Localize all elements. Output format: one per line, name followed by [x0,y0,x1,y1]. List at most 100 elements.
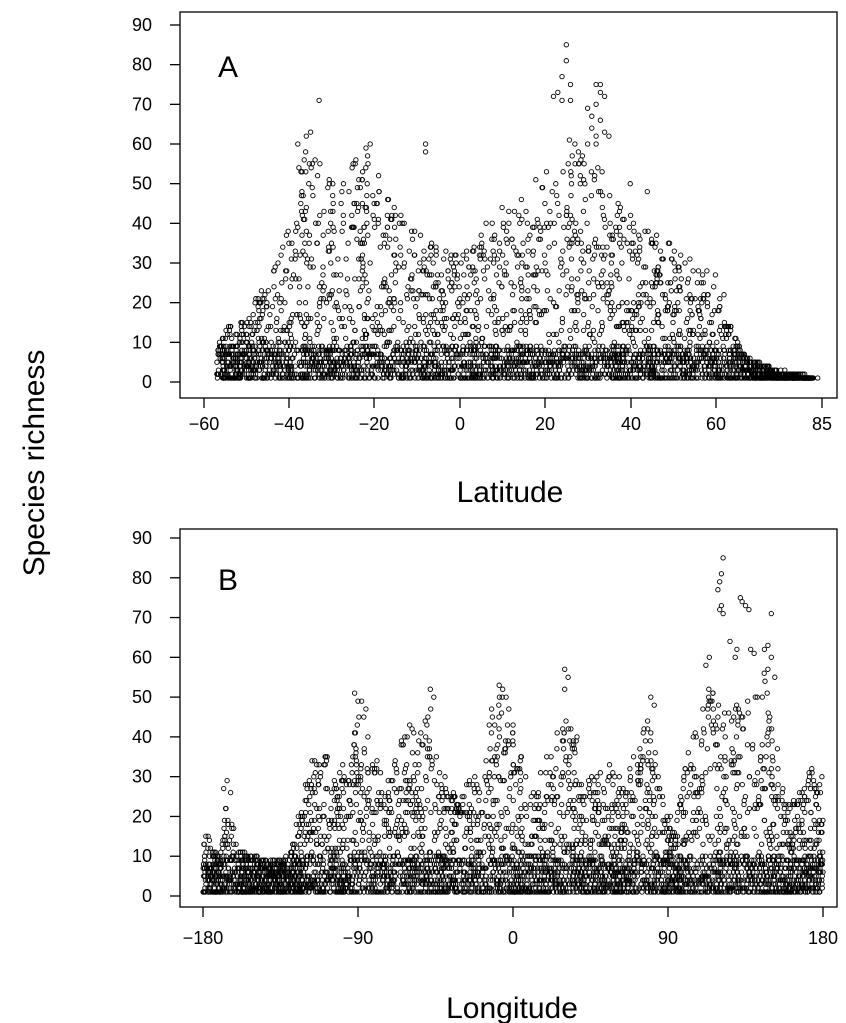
scatter-point [648,327,655,334]
scatter-point [461,272,467,278]
scatter-point [306,181,312,187]
scatter-point [659,256,665,262]
scatter-point [400,319,406,326]
scatter-point [573,220,579,226]
scatter-point [559,97,565,104]
scatter-point [471,280,477,286]
scatter-point [687,327,694,334]
scatter-point [616,774,622,780]
scatter-point [564,236,570,242]
scatter-point [289,240,295,246]
scatter-point [644,188,650,195]
scatter-point [578,268,584,274]
scatter-point [414,296,420,302]
scatter-point [460,300,466,306]
scatter-point [403,339,409,345]
scatter-point [543,169,550,175]
scatter-point [704,303,711,310]
scatter-point [499,204,505,211]
scatter-point [572,817,579,824]
scatter-point [224,331,231,338]
scatter-point [696,825,703,832]
scatter-point [464,296,471,302]
scatter-point [523,208,529,215]
scatter-point [711,284,717,290]
scatter-point [537,236,544,242]
scatter-point [349,165,355,171]
scatter-point [264,303,270,310]
scatter-point [567,97,574,104]
panel-a-x-axis: −60 −40 −20 0 20 40 60 85 [189,398,832,434]
scatter-point [568,181,575,187]
scatter-point [298,200,304,207]
y-tick-label: 80 [132,568,152,588]
scatter-point [364,192,370,199]
scatter-point [434,272,441,278]
scatter-point [599,319,605,326]
scatter-point [250,311,256,318]
scatter-point [630,315,636,322]
scatter-point [370,192,376,199]
scatter-point [580,327,587,334]
scatter-point [487,256,494,262]
scatter-point [759,694,765,700]
scatter-point [546,331,552,338]
scatter-point [302,240,308,246]
scatter-point [637,236,643,242]
scatter-point [559,315,566,322]
scatter-point [553,181,559,187]
scatter-point [668,288,674,294]
scatter-point [452,323,458,330]
scatter-point [581,161,587,167]
scatter-point [308,256,315,262]
scatter-point [410,288,416,294]
scatter-point [413,817,419,824]
scatter-point [437,307,444,314]
scatter-point [384,224,391,230]
y-tick-label: 60 [132,647,152,667]
scatter-point [689,311,695,318]
scatter-point [490,355,497,361]
scatter-point [623,319,630,326]
scatter-point [523,319,530,326]
scatter-point [516,252,522,258]
scatter-point [513,781,519,788]
x-tick-label: 0 [508,928,518,948]
scatter-point [600,268,606,274]
y-tick-label: 20 [132,806,152,826]
scatter-point [246,355,253,361]
y-tick-label: 70 [132,94,152,114]
scatter-point [642,327,649,334]
scatter-point [608,272,614,278]
scatter-point [485,307,491,314]
scatter-point [491,252,498,258]
scatter-point [288,335,295,342]
scatter-point [483,323,490,330]
scatter-point [385,339,391,345]
scatter-point [641,359,648,365]
scatter-point [489,714,496,720]
scatter-point [531,284,537,290]
scatter-point [597,81,604,88]
scatter-point [626,224,633,230]
scatter-point [665,280,671,286]
scatter-point [415,268,421,274]
scatter-point [559,260,565,266]
y-tick-label: 40 [132,727,152,747]
scatter-point [423,311,429,318]
scatter-point [706,686,712,692]
scatter-point [514,833,520,839]
scatter-point [558,327,564,334]
scatter-point [700,706,706,712]
scatter-point [560,272,566,278]
scatter-point [314,319,320,326]
scatter-point [363,145,369,151]
scatter-point [436,296,443,302]
scatter-point [542,359,548,365]
scatter-point [390,307,397,314]
scatter-point [500,252,506,258]
scatter-point [676,307,682,314]
scatter-point [380,232,386,238]
